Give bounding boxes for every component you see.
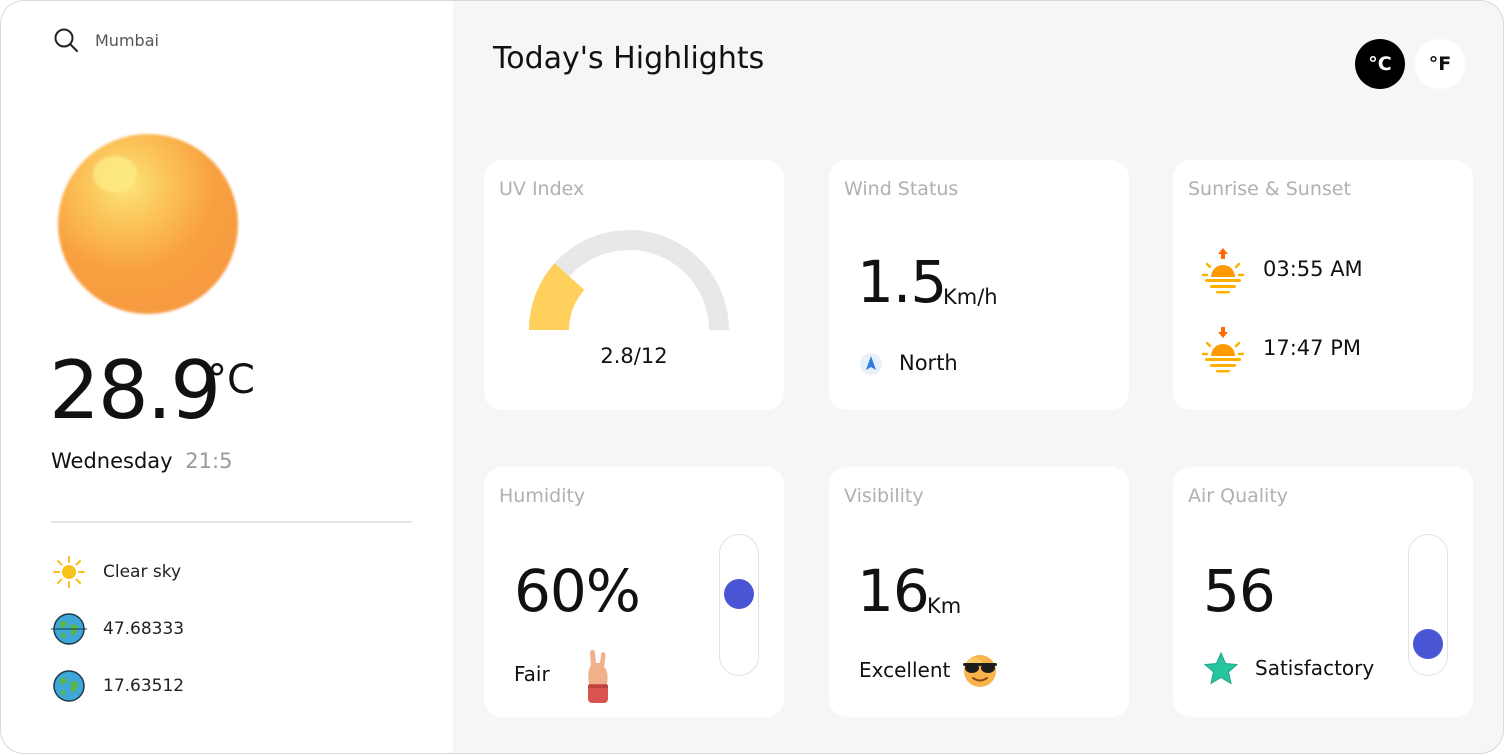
star-icon [1203,651,1239,685]
search-input[interactable]: Mumbai [95,30,159,50]
sunrise-time: 03:55 AM [1263,257,1363,281]
day-time: Wednesday 21:5 [51,449,232,473]
time-label: 21:5 [185,449,233,473]
wind-speed-value: 1.5 [857,248,947,316]
globe-icon [53,670,85,702]
longitude-row: 47.68333 [51,611,184,647]
uv-index-card: UV Index 2.8/12 [484,160,784,410]
air-quality-status: Satisfactory [1255,656,1375,680]
card-title: Wind Status [844,178,959,200]
sun-icon [53,556,85,588]
humidity-card: Humidity 60% Fair [484,467,784,717]
search-icon[interactable] [53,27,79,53]
visibility-value: 16 [857,557,930,625]
fahrenheit-button[interactable]: °F [1415,39,1465,89]
longitude-label: 47.68333 [103,619,185,639]
hand-emoji-icon [588,650,608,703]
day-label: Wednesday [51,449,173,473]
air-quality-card: Air Quality 56 Satisfactory [1173,467,1473,717]
card-title: UV Index [499,178,585,200]
uv-value: 2.8/12 [600,344,668,368]
latitude-row: 17.63512 [51,668,184,704]
latitude-label: 17.63512 [103,676,185,696]
uv-gauge-fill [529,263,585,331]
visibility-unit: Km [927,594,962,618]
humidity-status: Fair [514,662,550,686]
sunset-time: 17:47 PM [1263,336,1361,360]
sunglasses-emoji-icon [963,655,997,687]
humidity-track [719,534,759,676]
card-title: Visibility [844,485,924,507]
globe-icon [51,613,87,645]
navigation-arrow-icon [860,353,882,375]
visibility-status: Excellent [859,658,951,682]
temperature-unit: °C [207,357,255,403]
card-title: Air Quality [1188,485,1289,507]
humidity-indicator [724,579,754,609]
sunrise-icon [1201,248,1245,294]
weather-sun-icon [58,134,238,314]
condition-label: Clear sky [103,562,182,582]
current-temperature: 28.9 [49,344,221,437]
sidebar: Mumbai 28.9 °C Wednesday 21:5 [1,1,453,753]
air-quality-value: 56 [1203,557,1276,625]
page-title: Today's Highlights [493,41,765,76]
card-title: Sunrise & Sunset [1188,178,1351,200]
wind-direction: North [899,351,958,375]
air-quality-indicator [1413,629,1443,659]
wind-speed-unit: Km/h [943,285,998,309]
visibility-card: Visibility 16 Km Excellent [829,467,1129,717]
wind-status-card: Wind Status 1.5 Km/h North [829,160,1129,410]
humidity-value: 60% [514,557,641,625]
uv-gauge [529,230,729,331]
divider [51,521,412,523]
sunset-icon [1201,327,1245,373]
search-bar[interactable]: Mumbai [53,27,159,53]
condition-row: Clear sky [51,554,181,590]
celsius-button[interactable]: °C [1355,39,1405,89]
card-title: Humidity [499,485,586,507]
sunrise-sunset-card: Sunrise & Sunset 03:55 AM 17:47 PM [1173,160,1473,410]
air-quality-track [1408,534,1448,676]
